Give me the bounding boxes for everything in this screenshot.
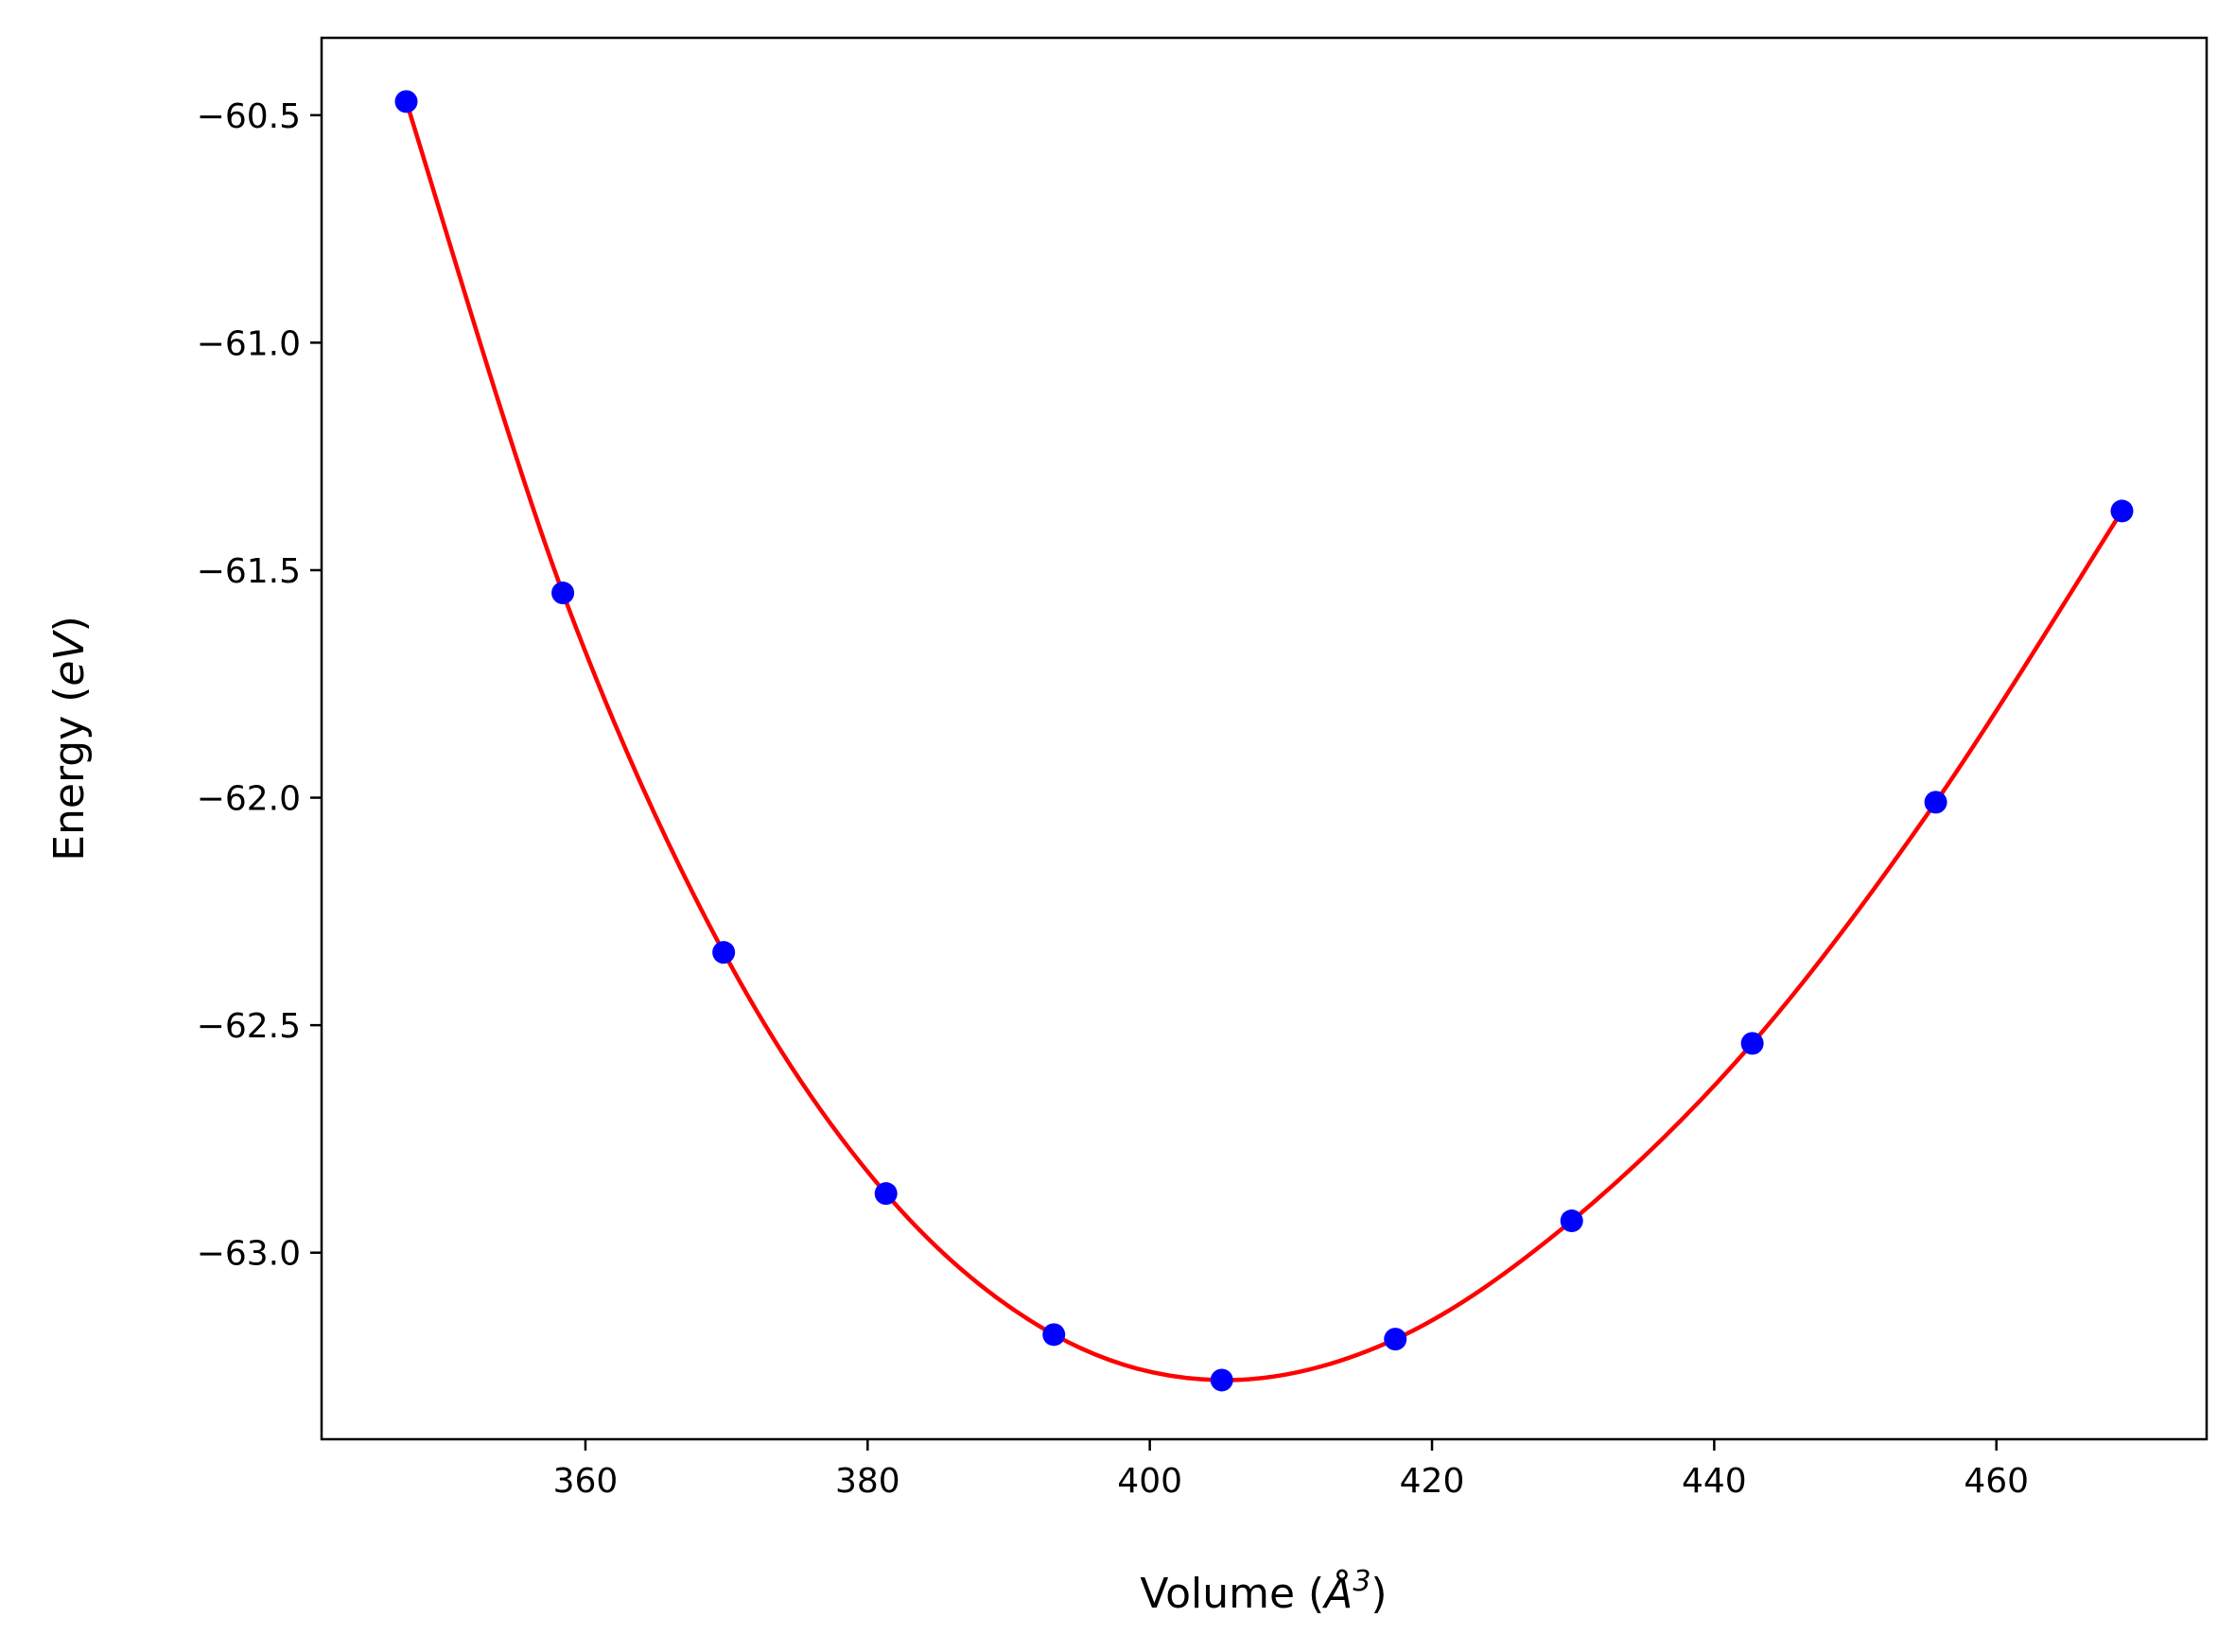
data-point <box>1740 1032 1764 1055</box>
y-tick-label: −62.0 <box>197 780 301 819</box>
data-point <box>2110 499 2134 523</box>
data-point <box>1560 1209 1583 1233</box>
data-point <box>1210 1368 1233 1392</box>
y-tick-label: −60.5 <box>197 97 301 136</box>
y-axis: −60.5 −61.0 −61.5 −62.0 −62.5 −63.0 <box>197 97 322 1274</box>
x-tick-label: 460 <box>1964 1462 2029 1501</box>
data-point <box>551 582 575 605</box>
data-point <box>874 1182 898 1206</box>
x-axis: 360 380 400 420 440 460 <box>553 1439 2029 1501</box>
x-tick-label: 360 <box>553 1462 619 1501</box>
y-tick-label: −63.0 <box>197 1235 301 1274</box>
data-point <box>394 90 418 113</box>
y-tick-label: −62.5 <box>197 1007 301 1046</box>
y-tick-label: −61.0 <box>197 324 301 363</box>
x-tick-label: 420 <box>1400 1462 1465 1501</box>
plot-area <box>394 90 2134 1392</box>
data-point <box>712 941 736 965</box>
x-tick-label: 400 <box>1117 1462 1182 1501</box>
x-axis-label: Volume (Å3) <box>1140 1565 1387 1618</box>
x-tick-label: 380 <box>835 1462 900 1501</box>
data-point <box>1042 1323 1066 1347</box>
data-point <box>1924 791 1947 814</box>
plot-frame <box>320 36 2209 1441</box>
fit-curve <box>404 100 2124 1382</box>
x-tick-label: 440 <box>1682 1462 1747 1501</box>
data-point <box>1384 1328 1407 1351</box>
y-tick-label: −61.5 <box>197 552 301 591</box>
y-axis-label: Energy (eV) <box>45 616 94 861</box>
